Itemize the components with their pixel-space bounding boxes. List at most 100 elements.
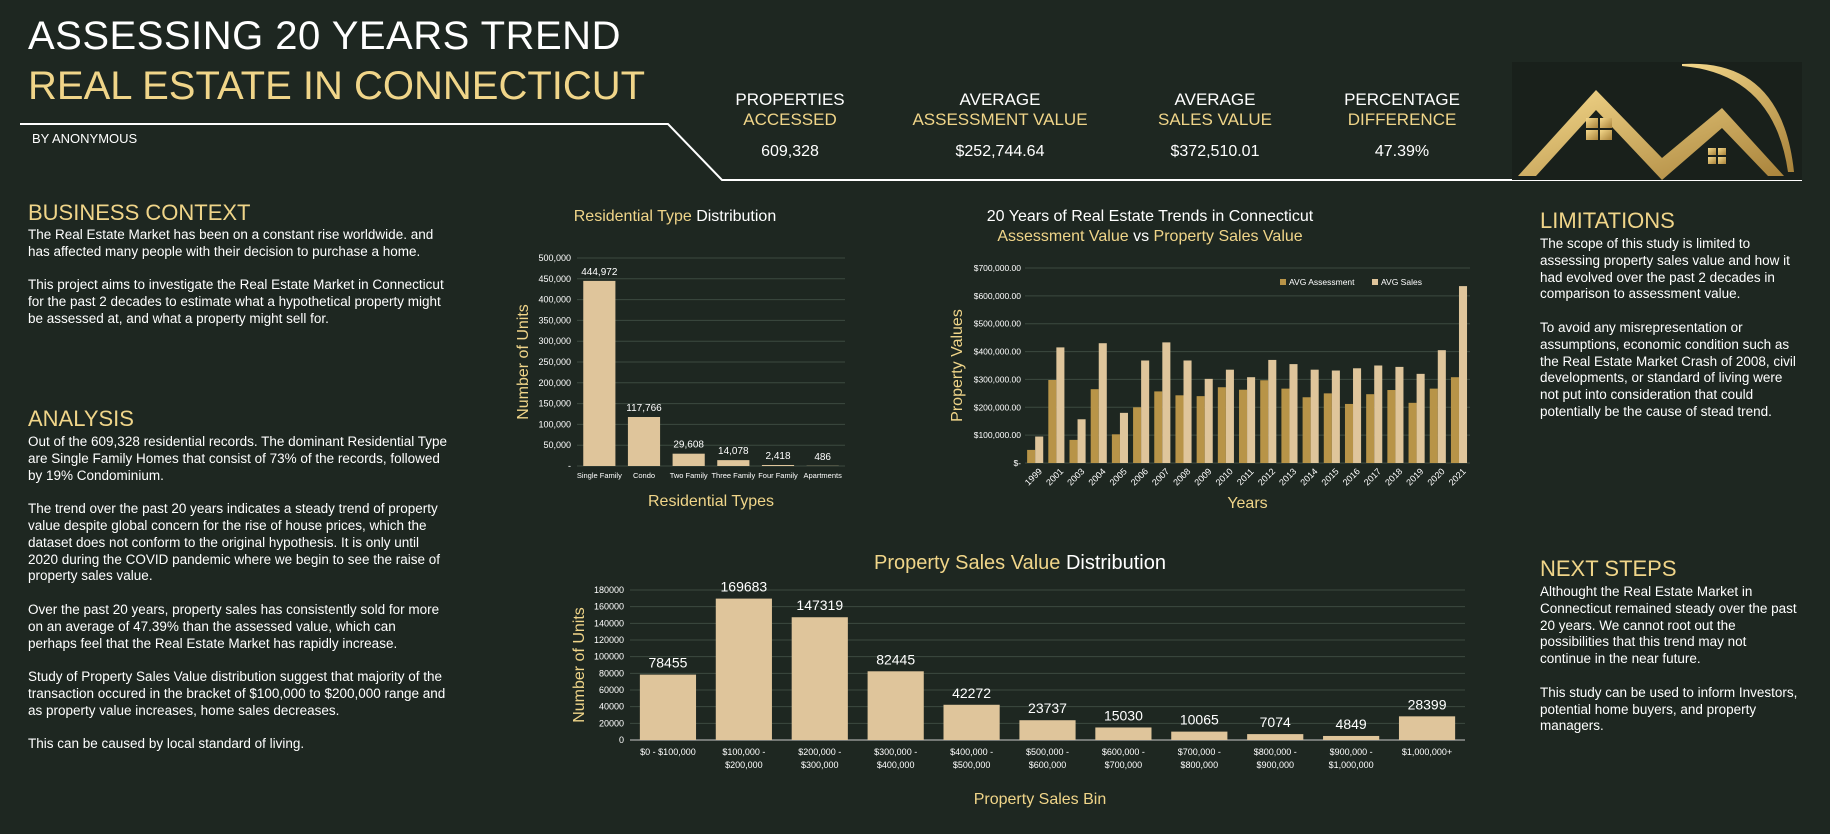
bar: [672, 453, 705, 466]
y-tick-label: 50,000: [543, 440, 571, 450]
x-tick-label: Four Family: [758, 471, 798, 480]
x-tick-label: 2009: [1192, 466, 1213, 487]
assessment-bar: [1429, 388, 1438, 463]
x-tick-label: $400,000: [877, 760, 915, 770]
sales-bar: [1225, 369, 1234, 463]
assessment-bar: [1090, 389, 1099, 463]
sales-bar: [1395, 366, 1404, 463]
assessment-bar: [1260, 380, 1269, 463]
data-label: 444,972: [581, 267, 618, 278]
x-tick-label: $300,000: [801, 760, 839, 770]
chart1-title-accent: Residential Type: [573, 208, 692, 225]
x-tick-label: $700,000 -: [1178, 747, 1221, 757]
data-label: 7074: [1260, 714, 1291, 730]
assessment-bar: [1133, 407, 1142, 463]
sales-bar: [1035, 436, 1044, 463]
x-axis-label: Residential Types: [648, 493, 774, 510]
x-tick-label: $900,000: [1256, 760, 1294, 770]
assessment-bar: [1111, 434, 1120, 463]
x-tick-label: 2008: [1171, 466, 1192, 487]
y-tick-label: 350,000: [538, 315, 571, 325]
x-tick-label: $800,000 -: [1254, 747, 1297, 757]
x-tick-label: Condo: [633, 471, 655, 480]
y-tick-label: 150,000: [538, 399, 571, 409]
assessment-bar: [1366, 394, 1375, 463]
header-divider: [20, 123, 1802, 181]
legend-swatch: [1280, 279, 1286, 285]
bar: [1171, 731, 1228, 740]
bar: [715, 598, 772, 740]
assessment-bar: [1408, 402, 1417, 463]
byline: BY ANONYMOUS: [32, 131, 138, 146]
sales-bar: [1183, 360, 1192, 463]
assessment-bar: [1175, 395, 1184, 463]
bar: [1398, 716, 1456, 740]
kpi-label: AVERAGE: [959, 90, 1041, 109]
logo-panel: [1512, 62, 1802, 180]
chart3-title-rest: Distribution: [1060, 552, 1166, 574]
assessment-bar: [1387, 390, 1396, 463]
x-tick-label: $200,000 -: [798, 747, 841, 757]
limitations-heading: LIMITATIONS: [1540, 208, 1675, 233]
y-tick-label: 140000: [594, 618, 624, 628]
y-tick-label: $600,000.00: [974, 291, 1022, 301]
assessment-bar: [1302, 397, 1311, 463]
legend-label: AVG Sales: [1381, 277, 1422, 287]
sales-bar: [1204, 378, 1213, 463]
assessment-bar: [1323, 393, 1332, 463]
data-label: 147319: [796, 597, 843, 613]
sales-bar: [1289, 364, 1298, 463]
x-tick-label: 2012: [1256, 466, 1277, 487]
page-subtitle: REAL ESTATE IN CONNECTICUT: [28, 64, 646, 108]
legend-swatch: [1372, 279, 1378, 285]
data-label: 117,766: [626, 403, 662, 414]
data-label: 82445: [876, 651, 915, 667]
kpi-value: $372,510.01: [1170, 143, 1260, 160]
y-tick-label: 180000: [594, 585, 624, 595]
y-tick-label: 500,000: [538, 253, 571, 263]
chart3-title: Property Sales Value Distribution: [800, 552, 1240, 575]
x-tick-label: 2017: [1362, 466, 1383, 487]
sales-distribution-chart: 0 20000 40000 60000 80000 100000 120000 140000 1…: [571, 579, 1465, 808]
y-tick-label: 100000: [594, 652, 624, 662]
x-tick-label: $1,000,000+: [1402, 747, 1452, 757]
x-axis-label: Years: [1227, 495, 1267, 512]
y-tick-label: -: [568, 461, 571, 471]
bar: [639, 674, 697, 740]
kpi-value: 47.39%: [1374, 143, 1430, 160]
analysis-text: Out of the 609,328 residential records. …: [28, 434, 448, 752]
bar: [1323, 735, 1380, 740]
x-tick-label: $600,000: [1029, 760, 1067, 770]
y-tick-label: 160000: [594, 602, 624, 612]
chart1-title: Residential Type Distribution: [525, 208, 825, 226]
assessment-bar: [1217, 387, 1226, 463]
sales-bar: [1119, 412, 1128, 463]
analysis-heading: ANALYSIS: [28, 406, 134, 431]
kpi-label-accent: DIFFERENCE: [1347, 110, 1457, 129]
x-tick-label: 2020: [1425, 466, 1446, 487]
sales-bar: [1437, 350, 1446, 463]
sales-bar: [1416, 373, 1425, 463]
data-label: 29,608: [673, 440, 704, 451]
page-title: ASSESSING 20 YEARS TREND: [28, 14, 621, 58]
residential-type-chart: - 50,000 100,000 150,000 200,000 250,000 300,0…: [515, 253, 845, 510]
kpi-properties: PROPERTIES ACCESSED 609,328: [695, 90, 885, 162]
x-tick-label: $1,000,000: [1329, 760, 1374, 770]
kpi-value: $252,744.64: [955, 143, 1045, 160]
x-tick-label: $800,000: [1181, 760, 1219, 770]
bar: [943, 704, 1000, 740]
x-tick-label: 2011: [1235, 466, 1256, 487]
x-tick-label: 2015: [1320, 466, 1341, 487]
bar: [1247, 734, 1304, 740]
kpi-label: PERCENTAGE: [1344, 90, 1460, 109]
x-tick-label: 2016: [1341, 466, 1362, 487]
trend-chart: $- $100,000.00 $200,000.00 $300,000.00 $400,…: [949, 263, 1470, 512]
x-tick-label: 2005: [1108, 466, 1129, 487]
sales-bar: [1374, 365, 1383, 463]
y-tick-label: $200,000.00: [974, 402, 1022, 412]
bar: [583, 280, 616, 466]
kpi-label-accent: SALES VALUE: [1157, 110, 1273, 129]
y-tick-label: 0: [619, 735, 624, 745]
assessment-bar: [1196, 396, 1205, 463]
limitations-text: The scope of this study is limited to as…: [1540, 236, 1796, 419]
